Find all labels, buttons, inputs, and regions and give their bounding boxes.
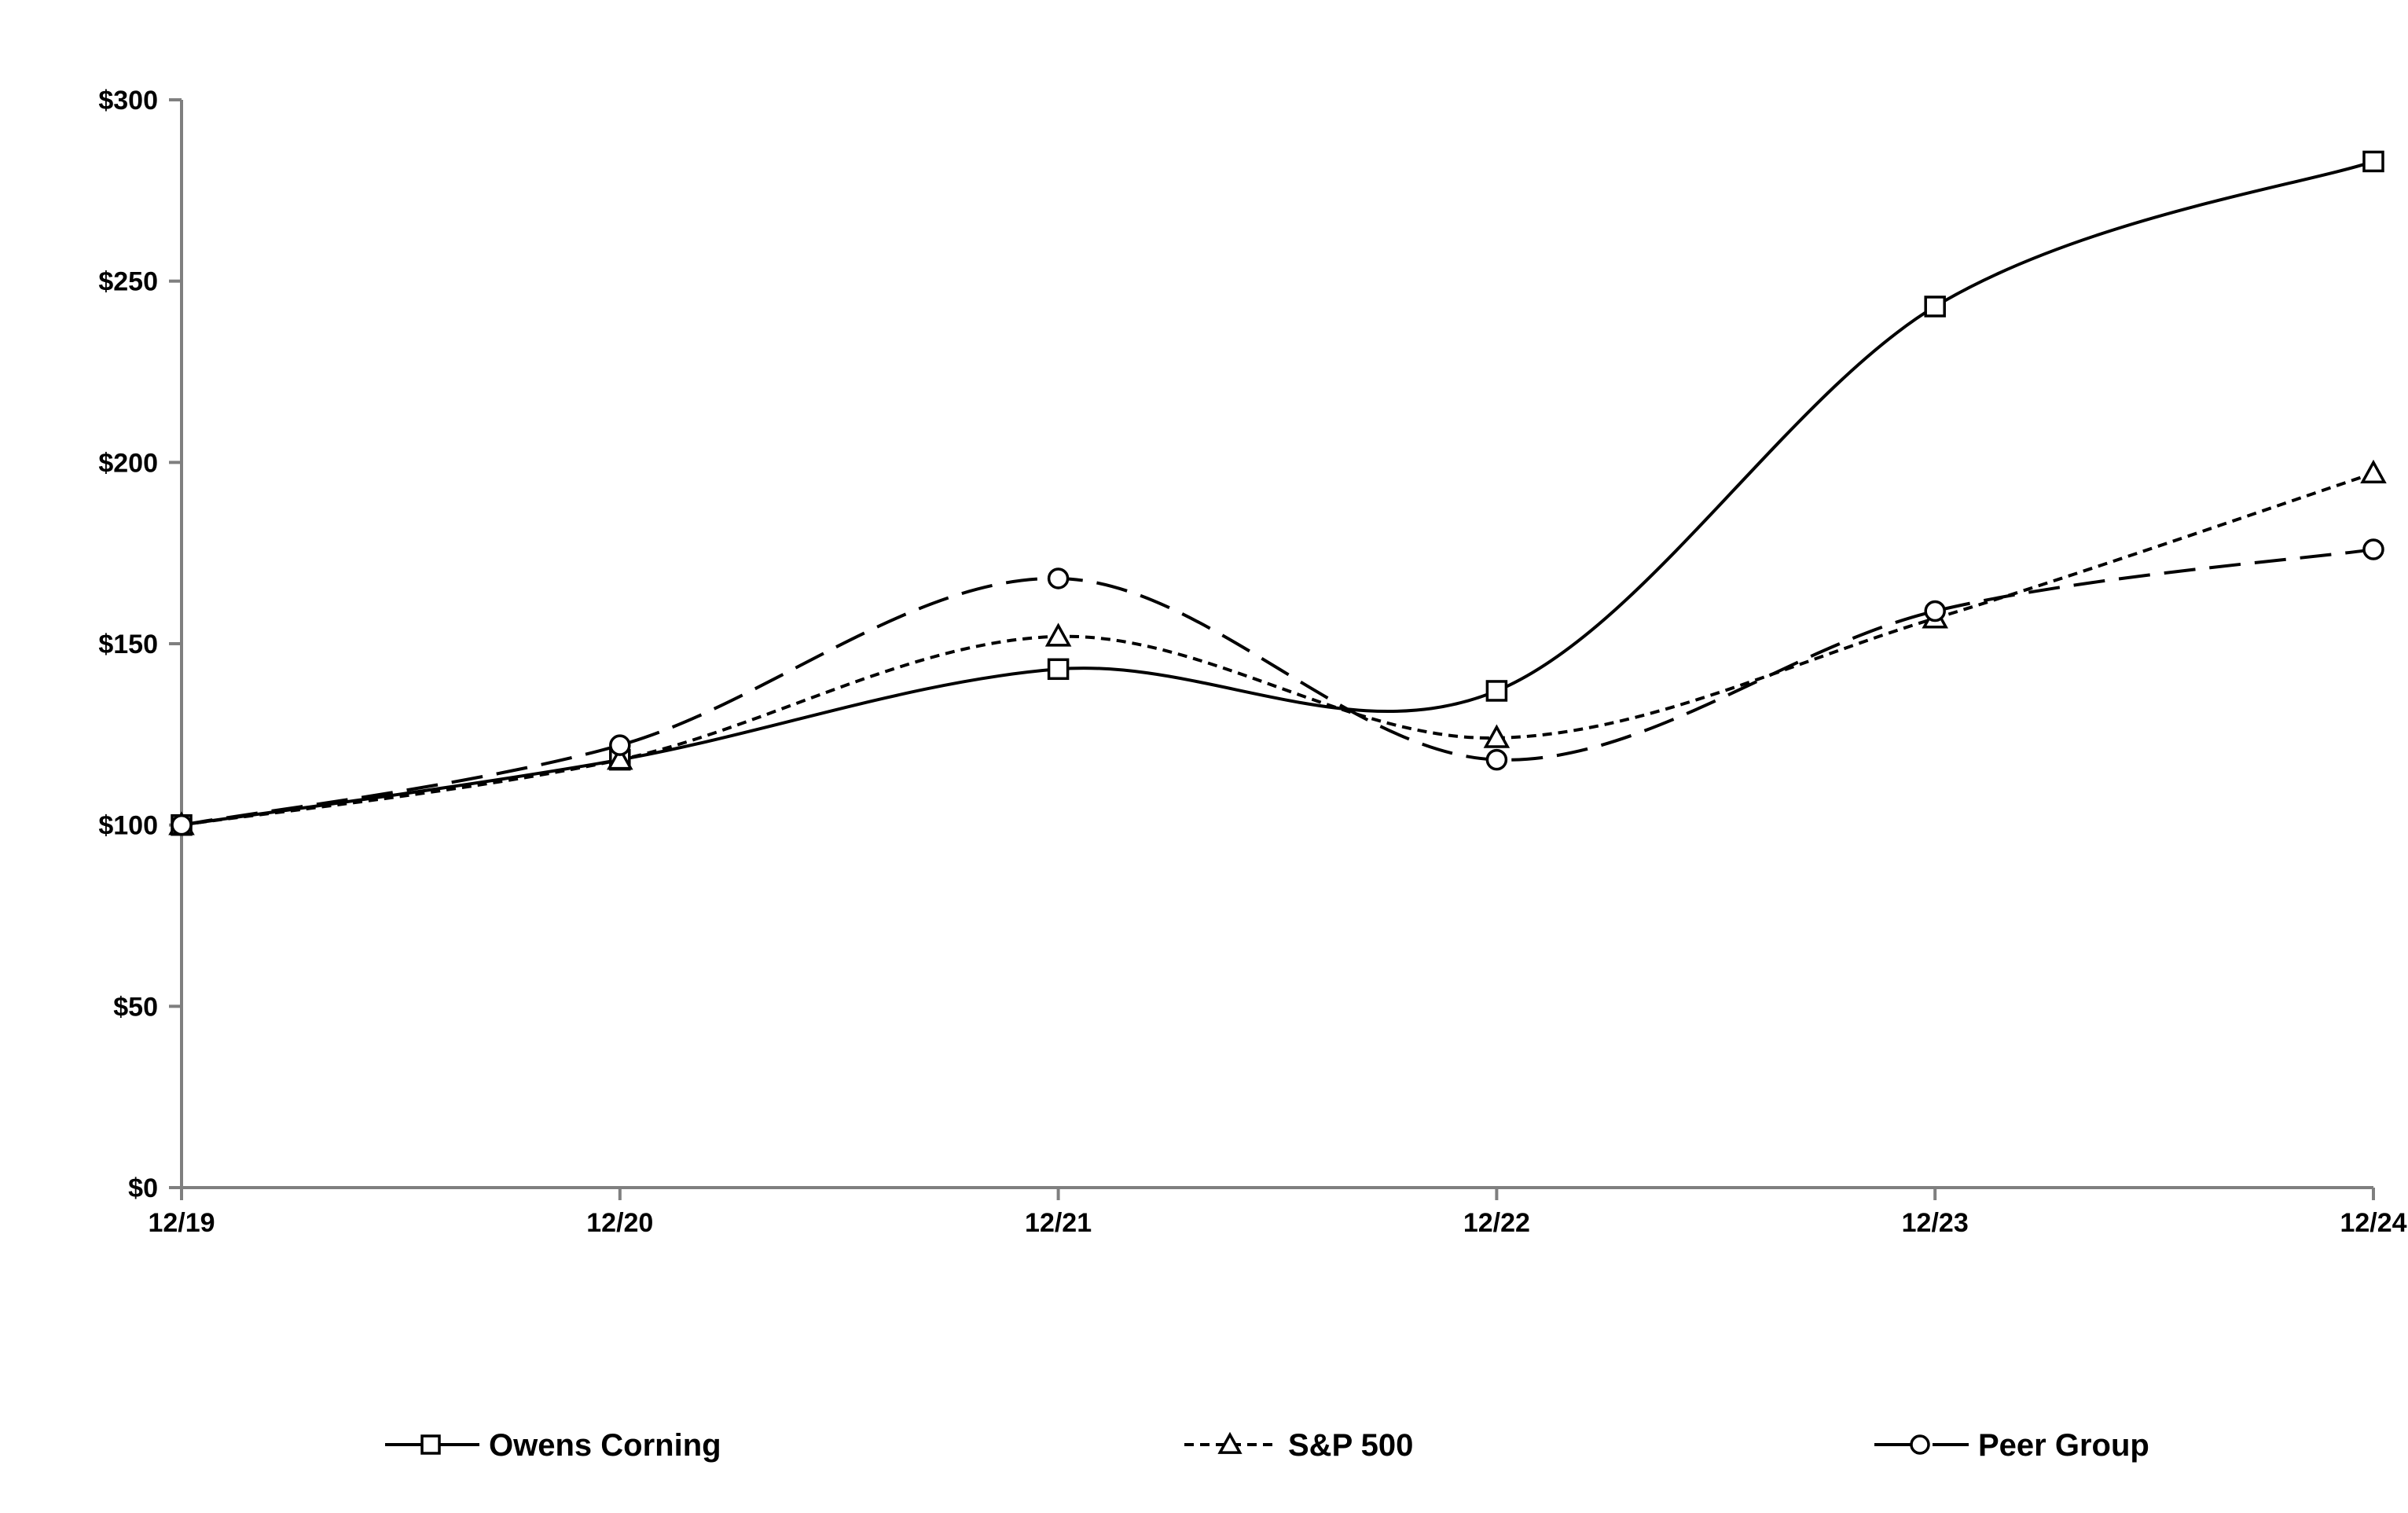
data-point-owens-corning: [1047, 658, 1070, 681]
data-point-s-p-500: [2360, 459, 2387, 483]
y-tick-label: $250: [98, 267, 158, 297]
x-tick-label: 12/22: [1463, 1208, 1530, 1238]
series-owens-corning: [171, 150, 2384, 836]
data-point-peer-group: [1047, 567, 1070, 589]
legend-marker: [1910, 1434, 1930, 1455]
legend-item-owens-corning: Owens Corning: [385, 1428, 721, 1463]
legend-item-s-p-500: S&P 500: [1184, 1428, 1413, 1463]
data-point-owens-corning: [1924, 296, 1946, 318]
x-tick-label: 12/23: [1902, 1208, 1969, 1238]
legend-label: S&P 500: [1288, 1428, 1413, 1463]
series-peer-group: [171, 538, 2384, 836]
data-point-s-p-500: [1483, 724, 1511, 748]
y-tick-label: $150: [98, 630, 158, 659]
axes: $0 $50 $100 $150 $200 $250 $300 12/19 12/20 12/21…: [98, 86, 2406, 1238]
data-point-peer-group: [609, 734, 631, 756]
legend-label: Peer Group: [1978, 1428, 2149, 1463]
y-tick-label: $200: [98, 448, 158, 478]
y-tick-label: $0: [128, 1173, 158, 1203]
y-tick-label: $100: [98, 811, 158, 841]
y-tick-label: $300: [98, 86, 158, 116]
x-tick-label: 12/20: [586, 1208, 653, 1238]
data-point-peer-group: [171, 813, 193, 836]
legend-label: Owens Corning: [489, 1428, 721, 1463]
series-lines: [168, 150, 2387, 836]
legend-marker: [1217, 1431, 1243, 1454]
series-line-owens-corning: [181, 160, 2374, 827]
series-line-s-p-500: [181, 472, 2374, 827]
x-tick-label: 12/19: [148, 1208, 215, 1238]
data-point-s-p-500: [1044, 622, 1072, 647]
x-tick-label: 12/21: [1025, 1208, 1092, 1238]
legend: Owens Corning S&P 500 Peer Group: [385, 1428, 2149, 1463]
data-point-peer-group: [2362, 538, 2384, 560]
data-point-owens-corning: [1485, 680, 1508, 702]
legend-item-peer-group: Peer Group: [1874, 1428, 2149, 1463]
data-point-peer-group: [1924, 600, 1946, 622]
x-tick-label: 12/24: [2340, 1208, 2406, 1238]
y-tick-label: $50: [113, 992, 158, 1022]
data-point-peer-group: [1485, 748, 1508, 771]
legend-marker: [420, 1434, 441, 1455]
series-line-peer-group: [181, 548, 2374, 827]
data-point-s-p-500: [607, 746, 633, 770]
data-point-owens-corning: [2362, 150, 2384, 173]
